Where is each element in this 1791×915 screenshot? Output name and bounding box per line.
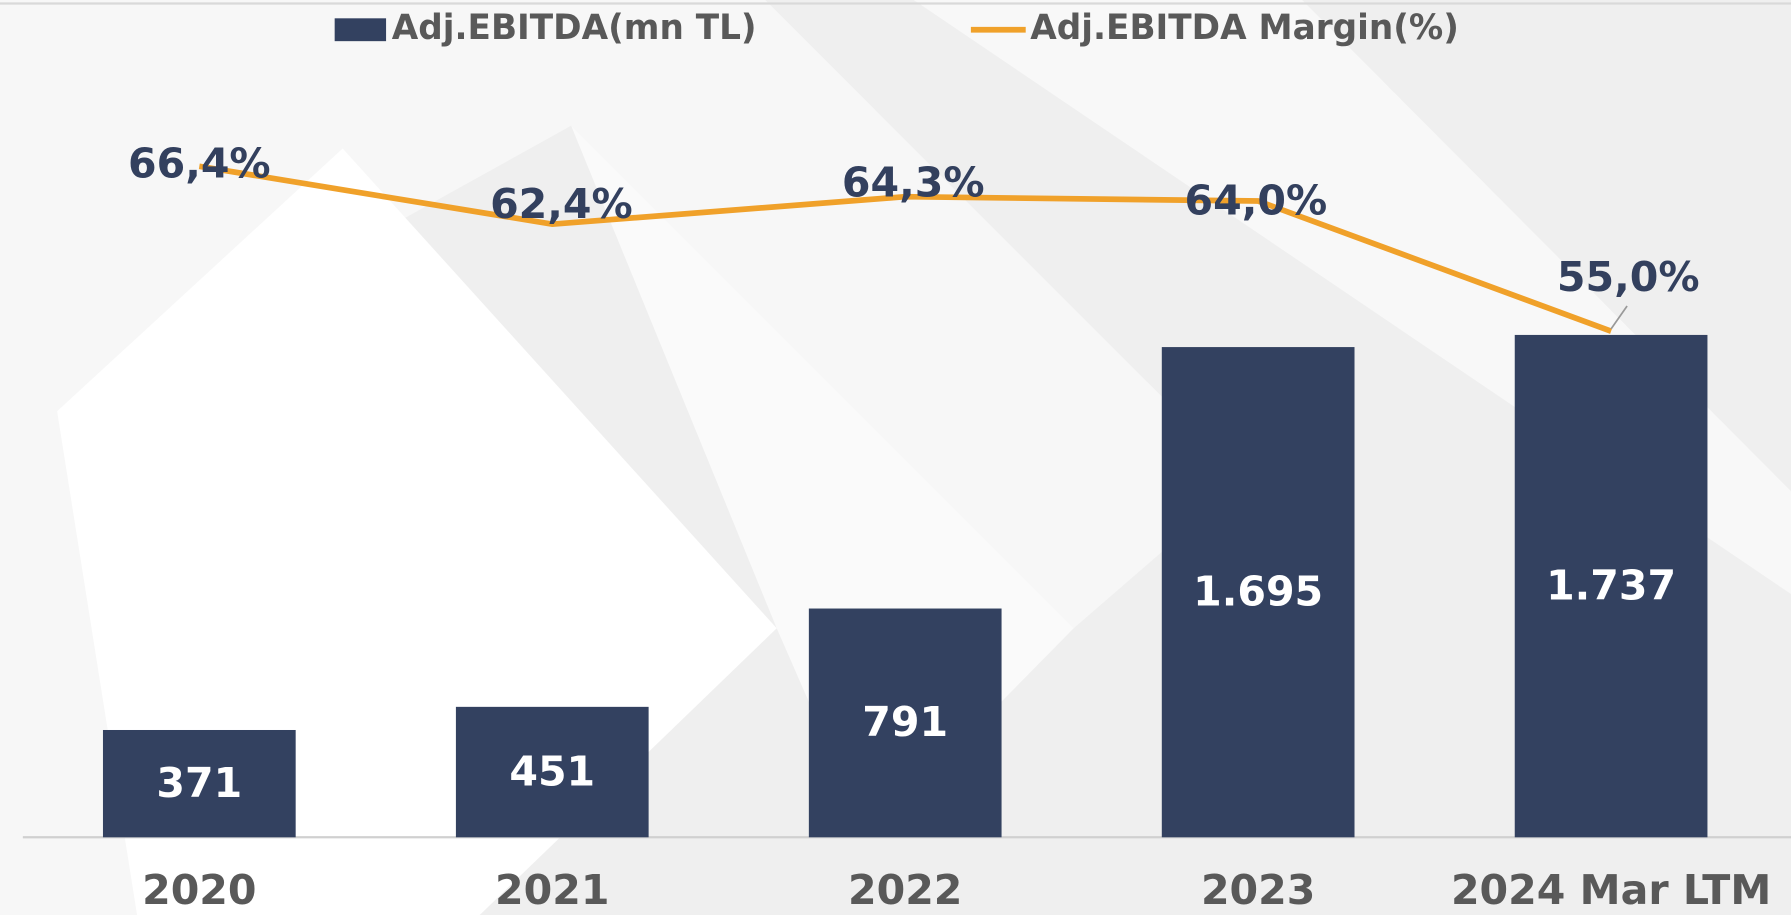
bar xyxy=(808,608,1002,838)
line-value-label: 66,4% xyxy=(128,139,271,187)
legend-label: Adj.EBITDA(mn TL) xyxy=(392,8,757,48)
x-tick-label: 2024 Mar LTM xyxy=(1451,866,1771,914)
legend: Adj.EBITDA(mn TL) Adj.EBITDA Margin(%) xyxy=(334,8,1459,48)
x-tick-label: 2021 xyxy=(495,866,609,914)
bar-value-label: 1.695 xyxy=(1193,567,1323,615)
legend-swatch xyxy=(334,18,387,42)
bar-value-label: 1.737 xyxy=(1546,561,1676,609)
line-value-label: 55,0% xyxy=(1557,253,1700,301)
leader-line xyxy=(1610,305,1628,330)
bar-value-label: 451 xyxy=(509,747,595,795)
bar xyxy=(1514,334,1708,838)
line-value-label: 64,3% xyxy=(842,158,985,206)
x-tick-label: 2023 xyxy=(1201,866,1315,914)
bar-value-label: 371 xyxy=(156,759,242,807)
line xyxy=(198,163,1613,334)
bar xyxy=(1161,347,1355,838)
legend-label: Adj.EBITDA Margin(%) xyxy=(1030,8,1459,48)
bar-value-label: 791 xyxy=(862,698,948,746)
bar xyxy=(102,729,296,838)
line-value-label: 64,0% xyxy=(1185,176,1328,224)
x-tick-label: 2020 xyxy=(142,866,256,914)
x-tick-label: 2022 xyxy=(848,866,962,914)
line-value-label: 62,4% xyxy=(490,180,633,228)
bar xyxy=(455,706,649,838)
